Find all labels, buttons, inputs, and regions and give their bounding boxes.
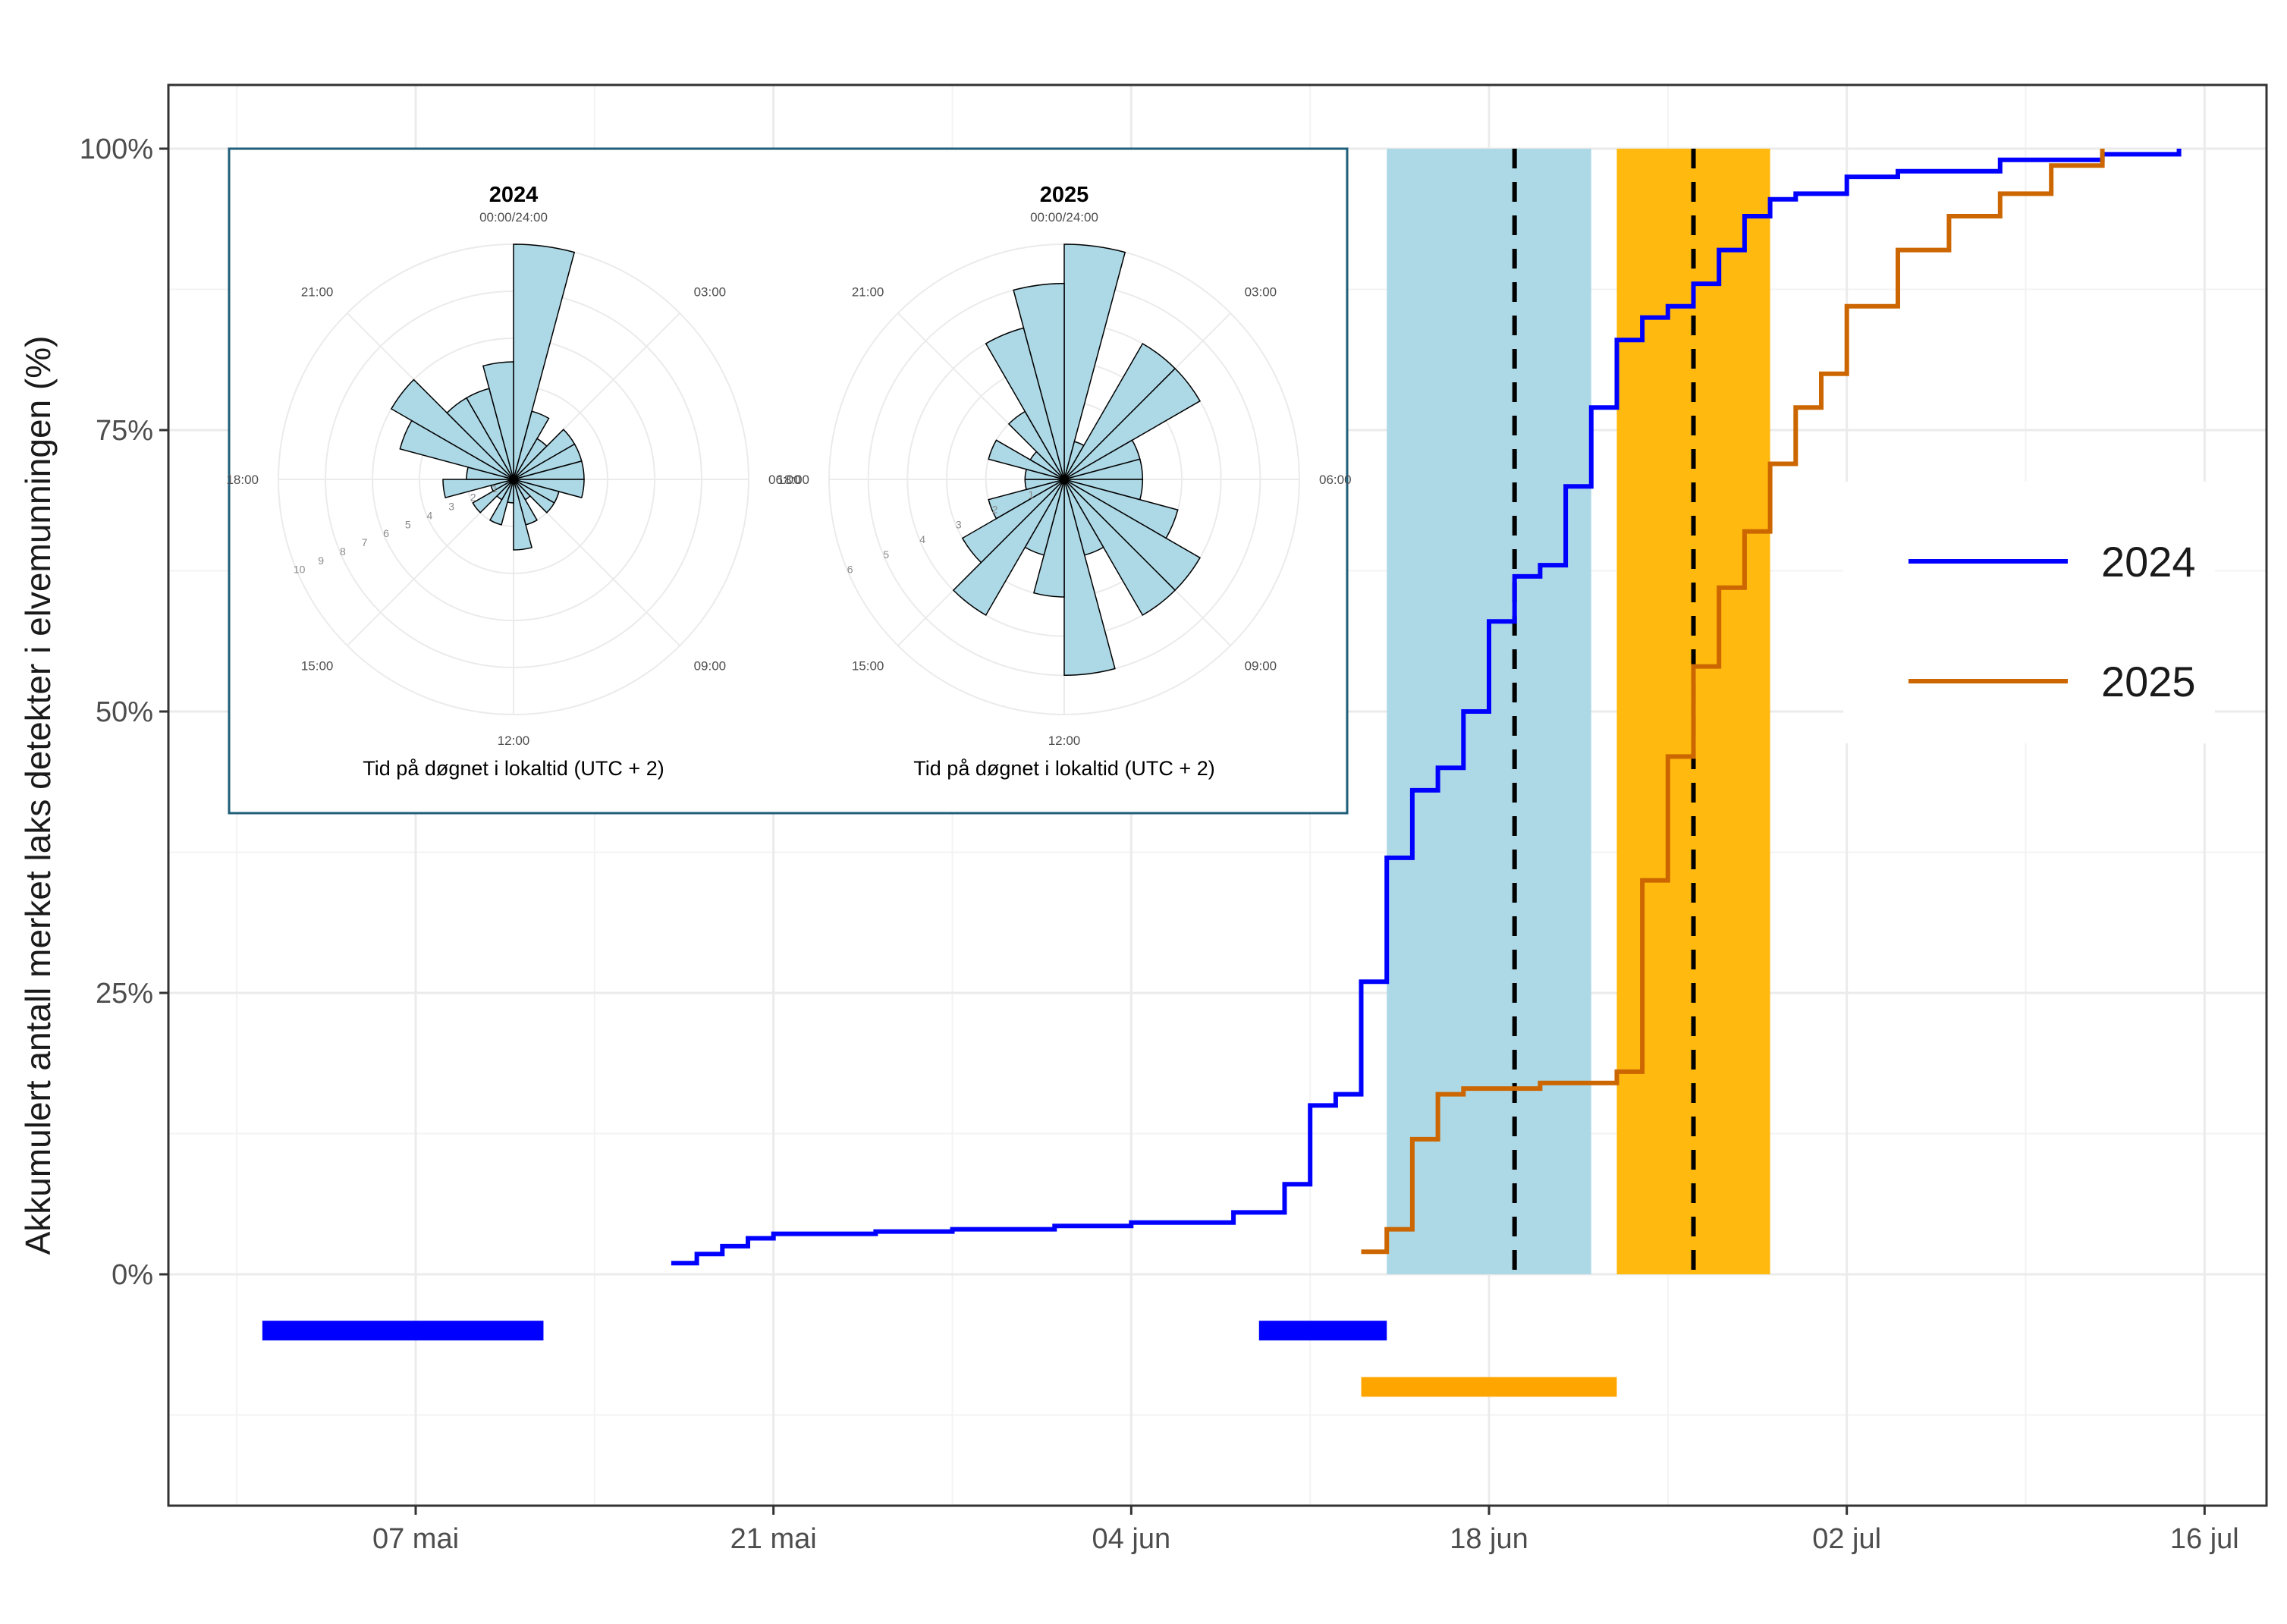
polar-radial-label: 3 bbox=[956, 518, 962, 530]
polar-radial-label: 8 bbox=[340, 545, 346, 558]
polar-radial-label: 3 bbox=[448, 501, 454, 513]
inset-polar-panel: 2024 00:00/24:00 03:00 06:00 09:00 12:00 15:00… bbox=[226, 147, 1352, 815]
polar-radial-label: 1 bbox=[492, 482, 498, 495]
polar-radial-label: 6 bbox=[847, 564, 853, 576]
period-bar bbox=[262, 1321, 544, 1341]
y-tick-label: 25% bbox=[96, 978, 153, 1010]
period-bar bbox=[1361, 1377, 1617, 1397]
polar-radial-label: 1 bbox=[1028, 488, 1034, 501]
polar-hour-label: 21:00 bbox=[852, 284, 884, 299]
polar-hour-label: 00:00/24:00 bbox=[1030, 210, 1098, 225]
polar-hour-label: 03:00 bbox=[694, 284, 727, 299]
y-tick-label: 75% bbox=[96, 415, 153, 447]
period-bar bbox=[1258, 1321, 1387, 1341]
series-line-2025 bbox=[1361, 149, 2105, 1255]
x-tick-label: 04 jun bbox=[1092, 1523, 1171, 1555]
polar-wedge bbox=[482, 361, 514, 480]
cumulative-lines bbox=[671, 149, 2182, 1266]
polar-wedge bbox=[513, 479, 555, 514]
polar-radial-label: 4 bbox=[427, 510, 433, 522]
polar-x-axis-label: Tid på døgnet i lokaltid (UTC + 2) bbox=[363, 757, 664, 780]
polar-panel-2024: 2024 00:00/24:00 03:00 06:00 09:00 12:00 15:00… bbox=[226, 183, 800, 780]
polar-wedge bbox=[961, 479, 1065, 564]
polar-hour-label: 00:00/24:00 bbox=[479, 210, 548, 225]
legend: 2024 2025 bbox=[1843, 482, 2215, 743]
x-tick-label: 18 jun bbox=[1450, 1523, 1528, 1555]
polar-hour-label: 15:00 bbox=[301, 659, 334, 674]
polar-wedge bbox=[1063, 479, 1176, 617]
x-tick-label: 02 jul bbox=[1812, 1523, 1881, 1555]
y-axis: 0% 25% 50% 75% 100% bbox=[80, 134, 168, 1291]
polar-wedge bbox=[1063, 243, 1126, 480]
x-axis: 07 mai 21 mai 04 jun 18 jun 02 jul 16 jul bbox=[372, 1506, 2239, 1555]
polar-title: 2025 bbox=[1040, 183, 1089, 207]
polar-hour-label: 09:00 bbox=[1245, 659, 1277, 674]
polar-radial-label: 10 bbox=[294, 564, 306, 576]
polar-hour-label: 12:00 bbox=[498, 733, 530, 748]
series-line-2024 bbox=[671, 149, 2182, 1266]
polar-hour-label: 12:00 bbox=[1048, 733, 1081, 748]
polar-wedge bbox=[1063, 367, 1202, 480]
y-axis-label: Akkumulert antall merket laks detekter i… bbox=[18, 336, 58, 1255]
polar-wedge bbox=[988, 479, 1065, 520]
x-tick-label: 21 mai bbox=[730, 1523, 817, 1555]
polar-hour-label: 15:00 bbox=[852, 659, 884, 674]
polar-wedge bbox=[472, 479, 514, 514]
polar-hour-label: 09:00 bbox=[694, 659, 727, 674]
polar-hour-label: 06:00 bbox=[768, 473, 801, 487]
y-tick-label: 50% bbox=[96, 696, 153, 728]
y-tick-label: 0% bbox=[112, 1259, 153, 1291]
polar-wedge bbox=[442, 479, 514, 499]
polar-wedge bbox=[952, 479, 1065, 617]
polar-title: 2024 bbox=[489, 183, 539, 207]
x-tick-label: 07 mai bbox=[372, 1523, 459, 1555]
shaded-periods bbox=[1387, 149, 1770, 1274]
polar-x-axis-label: Tid på døgnet i lokaltid (UTC + 2) bbox=[913, 757, 1214, 780]
legend-background bbox=[1843, 482, 2215, 743]
polar-hour-label: 06:00 bbox=[1319, 473, 1352, 487]
period-bars bbox=[262, 1321, 1617, 1397]
plot-frame bbox=[167, 83, 2268, 1507]
polar-hour-label: 21:00 bbox=[301, 284, 334, 299]
legend-label: 2025 bbox=[2101, 658, 2196, 705]
polar-wedge bbox=[513, 479, 533, 551]
polar-wedge bbox=[988, 439, 1065, 480]
polar-wedge bbox=[489, 479, 514, 526]
polar-radial-label: 6 bbox=[383, 527, 389, 539]
polar-radial-label: 2 bbox=[470, 492, 476, 504]
polar-hour-label: 03:00 bbox=[1245, 284, 1277, 299]
polar-hour-label: 18:00 bbox=[777, 473, 809, 487]
polar-radial-label: 7 bbox=[362, 536, 368, 548]
legend-label: 2024 bbox=[2101, 538, 2196, 586]
polar-radial-label: 9 bbox=[318, 554, 324, 567]
polar-hour-label: 18:00 bbox=[226, 473, 259, 487]
polar-radial-label: 4 bbox=[919, 533, 925, 545]
polar-wedge bbox=[513, 410, 550, 480]
polar-radial-label: 5 bbox=[405, 518, 411, 530]
polar-wedge bbox=[1013, 282, 1065, 480]
polar-radial-label: 2 bbox=[992, 504, 998, 516]
polar-wedge bbox=[1063, 479, 1116, 677]
polar-radial-label: 5 bbox=[883, 548, 889, 561]
inset-frame bbox=[228, 147, 1349, 815]
x-tick-label: 16 jul bbox=[2170, 1523, 2239, 1555]
polar-panel-2025: 2025 00:00/24:00 03:00 06:00 09:00 12:00 15:00… bbox=[777, 183, 1351, 780]
polar-wedge bbox=[390, 379, 514, 480]
y-tick-label: 100% bbox=[80, 134, 153, 165]
